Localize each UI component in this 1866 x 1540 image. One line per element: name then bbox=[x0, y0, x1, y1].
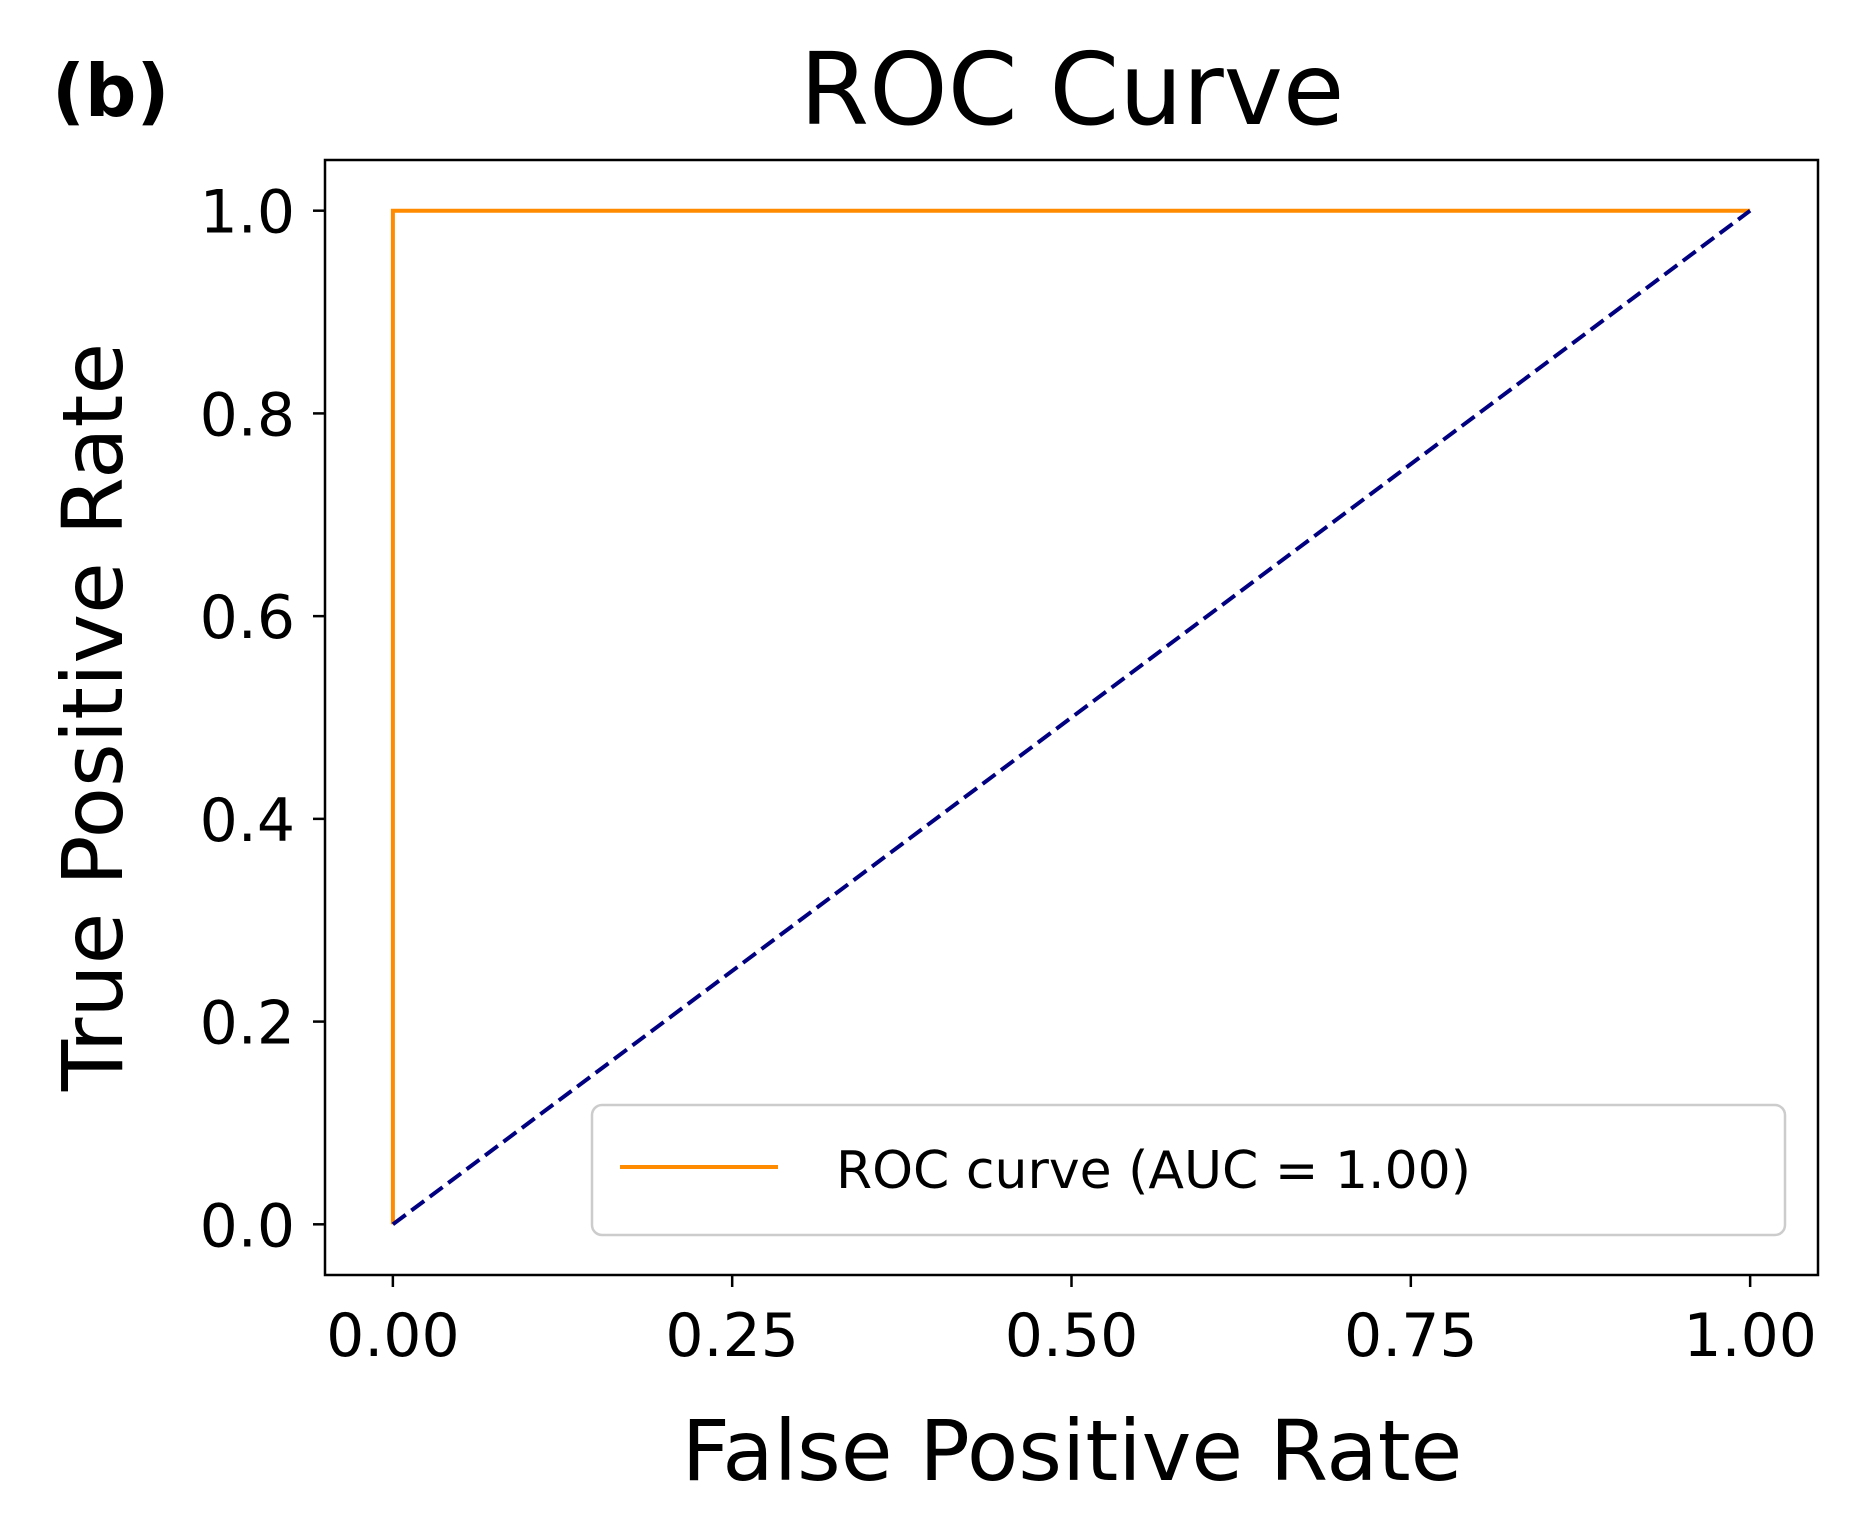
plot-background bbox=[325, 160, 1818, 1275]
y-tick-label: 0.6 bbox=[200, 583, 295, 653]
series-line-roc-curve bbox=[390, 208, 1751, 1225]
y-axis-ticks: 0.0 0.2 0.4 0.6 0.8 1.0 bbox=[200, 178, 325, 1261]
x-tick-label: 1.00 bbox=[1683, 1301, 1817, 1371]
y-tick-label: 0.0 bbox=[200, 1191, 295, 1261]
y-tick-label: 0.8 bbox=[200, 380, 295, 450]
x-axis-label: False Positive Rate bbox=[682, 1402, 1463, 1500]
y-tick-label: 0.2 bbox=[200, 989, 295, 1059]
x-tick-label: 0.25 bbox=[665, 1301, 799, 1371]
x-axis-ticks: 0.00 0.25 0.50 0.75 1.00 bbox=[326, 1275, 1817, 1371]
legend-box bbox=[590, 1103, 1787, 1237]
x-tick-label: 0.50 bbox=[1005, 1301, 1139, 1371]
x-tick-label: 0.00 bbox=[326, 1301, 460, 1371]
legend: ROC curve (AUC = 1.00) bbox=[590, 1103, 1787, 1237]
panel-label: (b) bbox=[52, 49, 169, 133]
plot-area bbox=[323, 158, 1820, 1277]
x-tick-label: 0.75 bbox=[1344, 1301, 1478, 1371]
y-tick-label: 0.4 bbox=[200, 786, 295, 856]
series-line-chance-diagonal bbox=[391, 209, 1752, 1226]
series-layer bbox=[390, 208, 1752, 1226]
y-tick-label: 1.0 bbox=[200, 178, 295, 248]
legend-label-roc: ROC curve (AUC = 1.00) bbox=[836, 1141, 1471, 1201]
chart-title: ROC Curve bbox=[800, 31, 1345, 148]
y-axis-label: True Positive Rate bbox=[44, 343, 142, 1092]
